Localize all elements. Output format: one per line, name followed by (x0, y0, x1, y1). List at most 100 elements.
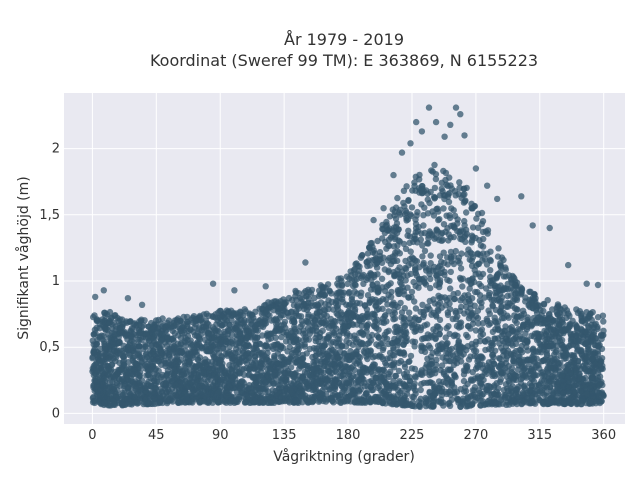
data-point (412, 269, 419, 277)
data-point (116, 329, 124, 336)
data-point (419, 253, 426, 260)
data-point (303, 378, 310, 386)
data-point (323, 336, 330, 343)
data-point (388, 394, 395, 401)
data-point (138, 323, 145, 330)
data-point (491, 314, 498, 321)
data-point (428, 392, 435, 400)
data-point (138, 391, 145, 399)
data-point (110, 355, 117, 362)
data-point (268, 330, 275, 338)
data-point (486, 289, 493, 297)
data-point (357, 340, 365, 348)
data-point (435, 398, 442, 405)
data-point (400, 371, 408, 378)
data-point (403, 183, 410, 190)
data-point (451, 371, 458, 378)
data-point (428, 311, 435, 318)
data-point (419, 335, 426, 343)
data-point (465, 315, 473, 322)
data-point (316, 308, 323, 316)
data-point (238, 354, 246, 362)
data-point (454, 313, 461, 320)
data-point (283, 379, 290, 386)
data-point (395, 334, 402, 341)
data-point (456, 179, 463, 186)
data-point (225, 380, 232, 388)
data-point (384, 301, 391, 308)
data-point (494, 322, 501, 330)
data-point (396, 250, 403, 257)
data-point (315, 292, 323, 300)
data-point (554, 303, 561, 311)
data-point (182, 347, 189, 354)
data-point (423, 321, 431, 328)
data-point (336, 336, 343, 343)
data-point (438, 258, 445, 266)
data-point (436, 253, 444, 260)
data-point (101, 346, 109, 353)
data-point (285, 333, 293, 341)
data-point (540, 301, 548, 308)
data-point (262, 320, 270, 327)
data-point (477, 252, 484, 259)
data-point (497, 282, 504, 289)
data-point (592, 360, 599, 367)
data-point (277, 354, 285, 361)
data-point (487, 320, 494, 327)
data-point (374, 396, 381, 404)
data-point (183, 354, 190, 361)
data-point (574, 339, 581, 346)
data-point (589, 309, 596, 316)
data-point (382, 296, 390, 303)
data-point (469, 309, 476, 317)
data-point (364, 292, 372, 299)
data-point (475, 270, 482, 277)
data-point (468, 377, 475, 384)
data-point (193, 344, 201, 351)
data-point (405, 294, 412, 301)
data-point (323, 383, 331, 390)
data-point (447, 248, 455, 256)
data-point (328, 290, 335, 297)
data-point (360, 271, 367, 279)
data-point (178, 330, 186, 337)
data-point (488, 346, 495, 354)
data-point (594, 350, 602, 358)
data-point (251, 399, 258, 406)
data-point (128, 377, 135, 384)
data-point (379, 398, 387, 406)
data-point (287, 327, 295, 335)
data-point (503, 373, 510, 380)
data-point (493, 380, 500, 387)
data-point (443, 297, 450, 304)
data-point (407, 352, 415, 360)
data-point (385, 370, 392, 378)
data-point (476, 338, 484, 345)
data-point (520, 390, 527, 398)
data-point (415, 316, 422, 324)
data-point (400, 272, 407, 279)
data-point (240, 320, 247, 327)
data-point (460, 377, 468, 385)
data-point (462, 362, 470, 369)
data-point (311, 322, 319, 330)
data-point (211, 353, 218, 361)
data-point (427, 353, 435, 360)
data-point (392, 372, 399, 380)
data-point (600, 392, 607, 399)
data-point (427, 344, 434, 352)
data-point (385, 327, 392, 334)
data-point (495, 245, 502, 252)
data-point (288, 380, 295, 387)
data-point (332, 349, 339, 356)
data-point (216, 356, 224, 364)
data-point (379, 221, 386, 229)
data-point (479, 354, 486, 362)
data-point (335, 359, 342, 367)
data-point (423, 361, 430, 368)
data-point (487, 282, 494, 289)
data-point (90, 331, 97, 338)
data-point (371, 271, 378, 279)
data-point (314, 301, 321, 308)
